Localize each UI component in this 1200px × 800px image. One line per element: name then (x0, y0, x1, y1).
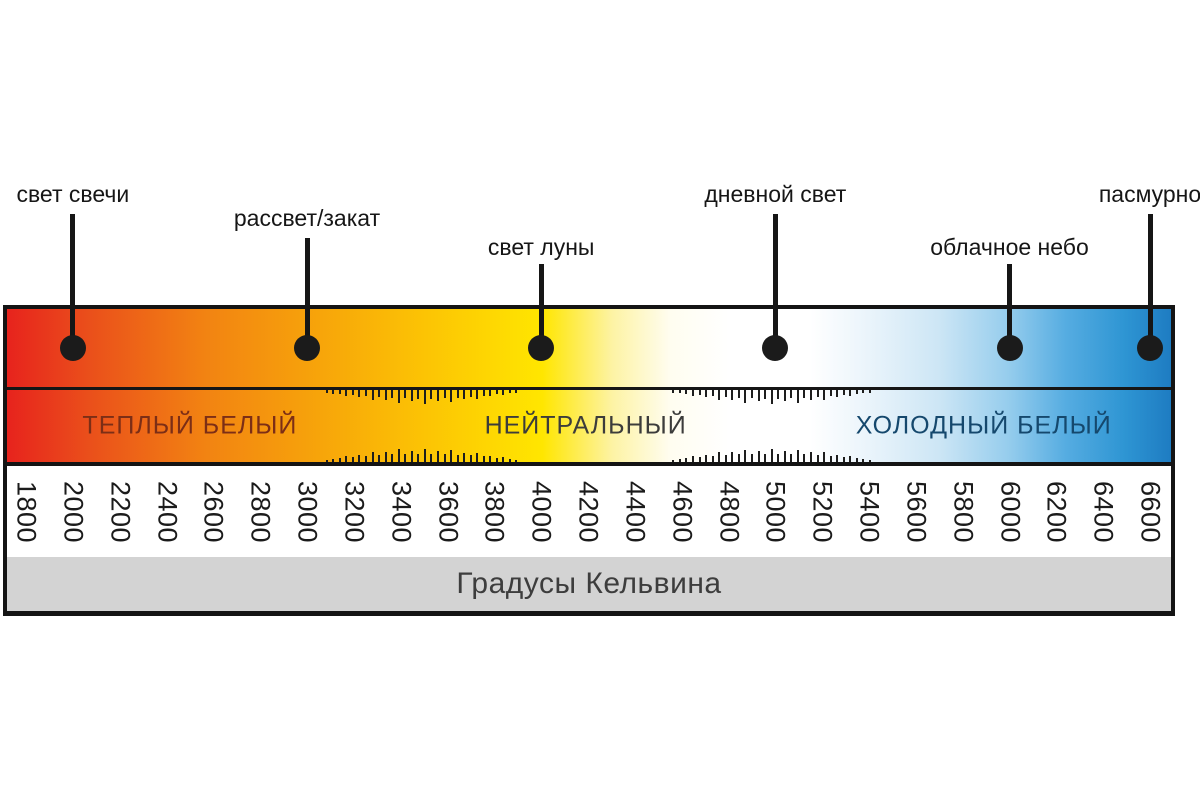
kelvin-title: Градусы Кельвина (456, 567, 722, 600)
gradient-bar-bottom-line (7, 462, 1171, 466)
marker-label-overcast: пасмурно (1098, 181, 1200, 207)
marker-label-candle-light: свет свечи (16, 181, 130, 207)
zone-label-cold-white: ХОЛОДНЫЙ БЕЛЫЙ (855, 411, 1112, 440)
marker-line-moonlight (538, 264, 544, 348)
zone-band: ТЕПЛЫЙ БЕЛЫЙ НЕЙТРАЛЬНЫЙ ХОЛОДНЫЙ БЕЛЫЙ (7, 390, 1171, 462)
marker-dot-overcast (1137, 335, 1163, 361)
marker-line-sunrise-sunset (304, 238, 310, 348)
marker-dot-daylight (762, 335, 789, 361)
transition-hatching (7, 390, 1171, 462)
marker-label-daylight: дневной свет (704, 181, 847, 207)
marker-line-cloudy-sky (1007, 264, 1012, 348)
marker-label-cloudy-sky: облачное небо (930, 234, 1089, 260)
kelvin-scale-panel: ТЕПЛЫЙ БЕЛЫЙ НЕЙТРАЛЬНЫЙ ХОЛОДНЫЙ БЕЛЫЙ 18… (3, 305, 1175, 616)
marker-line-overcast (1147, 214, 1153, 348)
marker-label-moonlight: свет луны (487, 234, 595, 260)
marker-dot-moonlight (528, 335, 555, 361)
marker-dot-cloudy-sky (996, 335, 1023, 361)
marker-dot-candle-light (59, 335, 86, 361)
marker-line-daylight (772, 214, 778, 348)
gradient-bar: ТЕПЛЫЙ БЕЛЫЙ НЕЙТРАЛЬНЫЙ ХОЛОДНЫЙ БЕЛЫЙ (7, 309, 1171, 462)
zone-label-neutral: НЕЙТРАЛЬНЫЙ (484, 411, 687, 440)
marker-label-sunrise-sunset: рассвет/закат (233, 205, 381, 231)
marker-dot-sunrise-sunset (294, 335, 320, 361)
zone-label-warm-white: ТЕПЛЫЙ БЕЛЫЙ (82, 411, 298, 440)
kelvin-title-band: Градусы Кельвина (7, 557, 1171, 611)
marker-line-candle-light (70, 214, 76, 348)
gradient-bar-divider-line (7, 387, 1171, 390)
kelvin-axis: 1800 2000 2200 2400 2600 2800 3000 3200 3400 3600… (7, 466, 1171, 557)
transition-hatching (7, 390, 1171, 462)
